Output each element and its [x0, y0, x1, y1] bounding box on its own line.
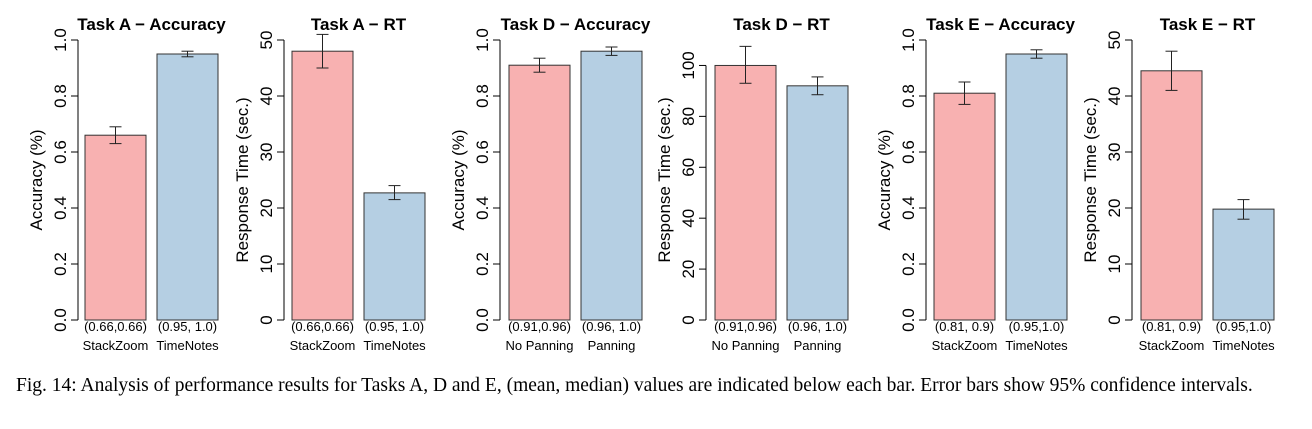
y-tick-label: 40 [1105, 87, 1124, 106]
y-tick-label: 0.6 [899, 140, 918, 164]
bar [1212, 208, 1275, 321]
y-axis-label: Response Time (sec.) [1081, 97, 1100, 262]
category-label: TimeNotes [156, 338, 219, 353]
bar-stats-label: (0.81, 0.9) [935, 319, 994, 334]
y-tick-label: 30 [257, 143, 276, 162]
category-label: Panning [588, 338, 636, 353]
bar [84, 134, 147, 321]
category-label: StackZoom [932, 338, 998, 353]
y-tick-label: 1.0 [473, 28, 492, 52]
y-tick-label: 0.0 [899, 308, 918, 332]
y-tick-label: 60 [679, 158, 698, 177]
bar [1005, 53, 1068, 321]
bar-stats-label: (0.96, 1.0) [788, 319, 847, 334]
panel-title: Task A − RT [311, 15, 407, 34]
caption-label: Fig. 14: [16, 375, 77, 396]
bar-stats-label: (0.95, 1.0) [158, 319, 217, 334]
y-tick-label: 1.0 [899, 28, 918, 52]
y-tick-label: 0.4 [899, 196, 918, 220]
panel-title: Task E − RT [1160, 15, 1256, 34]
bar-stats-label: (0.91,0.96) [714, 319, 777, 334]
y-tick-label: 50 [1105, 31, 1124, 50]
panel-title: Task E − Accuracy [926, 15, 1075, 34]
bar [933, 92, 996, 321]
bar-stats-label: (0.95, 1.0) [365, 319, 424, 334]
bar-stats-label: (0.96, 1.0) [582, 319, 641, 334]
category-label: No Panning [712, 338, 780, 353]
category-label: TimeNotes [1005, 338, 1068, 353]
y-tick-label: 20 [679, 260, 698, 279]
bar-stats-label: (0.66,0.66) [291, 319, 354, 334]
bar-stats-label: (0.95,1.0) [1009, 319, 1065, 334]
panel-title: Task D − RT [733, 15, 830, 34]
bar-stats-label: (0.95,1.0) [1216, 319, 1272, 334]
y-axis-label: Accuracy (%) [27, 129, 46, 230]
y-axis-label: Response Time (sec.) [655, 97, 674, 262]
y-tick-label: 0 [679, 315, 698, 324]
category-label: StackZoom [83, 338, 149, 353]
panel-title: Task A − Accuracy [77, 15, 226, 34]
y-tick-label: 0.2 [899, 252, 918, 276]
y-tick-label: 0.8 [473, 84, 492, 108]
bar [291, 50, 354, 321]
figure-caption: Fig. 14: Analysis of performance results… [16, 374, 1306, 398]
y-tick-label: 0.2 [473, 252, 492, 276]
y-tick-label: 10 [1105, 255, 1124, 274]
y-tick-label: 0.8 [899, 84, 918, 108]
y-tick-label: 0.6 [51, 140, 70, 164]
category-label: TimeNotes [1212, 338, 1275, 353]
y-tick-label: 0.0 [51, 308, 70, 332]
y-tick-label: 50 [257, 31, 276, 50]
bar-stats-label: (0.81, 0.9) [1142, 319, 1201, 334]
y-tick-label: 100 [679, 51, 698, 79]
y-tick-label: 40 [257, 87, 276, 106]
y-axis-label: Accuracy (%) [875, 129, 894, 230]
y-tick-label: 0 [1105, 315, 1124, 324]
bar [363, 192, 426, 321]
bar [714, 64, 777, 321]
y-tick-label: 0.0 [473, 308, 492, 332]
y-tick-label: 80 [679, 107, 698, 126]
category-label: TimeNotes [363, 338, 426, 353]
y-tick-label: 20 [1105, 199, 1124, 218]
y-tick-label: 1.0 [51, 28, 70, 52]
category-label: StackZoom [1139, 338, 1205, 353]
caption-text: Analysis of performance results for Task… [80, 375, 1253, 396]
bar [786, 85, 849, 321]
y-tick-label: 0 [257, 315, 276, 324]
category-label: StackZoom [290, 338, 356, 353]
category-label: Panning [794, 338, 842, 353]
y-tick-label: 0.8 [51, 84, 70, 108]
panel-title: Task D − Accuracy [501, 15, 651, 34]
bar [156, 53, 219, 321]
y-tick-label: 0.4 [473, 196, 492, 220]
y-tick-label: 30 [1105, 143, 1124, 162]
bar [580, 50, 643, 321]
y-tick-label: 0.4 [51, 196, 70, 220]
y-tick-label: 10 [257, 255, 276, 274]
category-label: No Panning [506, 338, 574, 353]
y-axis-label: Accuracy (%) [449, 129, 468, 230]
bar-stats-label: (0.91,0.96) [508, 319, 571, 334]
y-tick-label: 0.6 [473, 140, 492, 164]
bar-stats-label: (0.66,0.66) [84, 319, 147, 334]
y-tick-label: 40 [679, 209, 698, 228]
bar [508, 64, 571, 321]
bar [1140, 70, 1203, 321]
y-axis-label: Response Time (sec.) [233, 97, 252, 262]
y-tick-label: 0.2 [51, 252, 70, 276]
y-tick-label: 20 [257, 199, 276, 218]
